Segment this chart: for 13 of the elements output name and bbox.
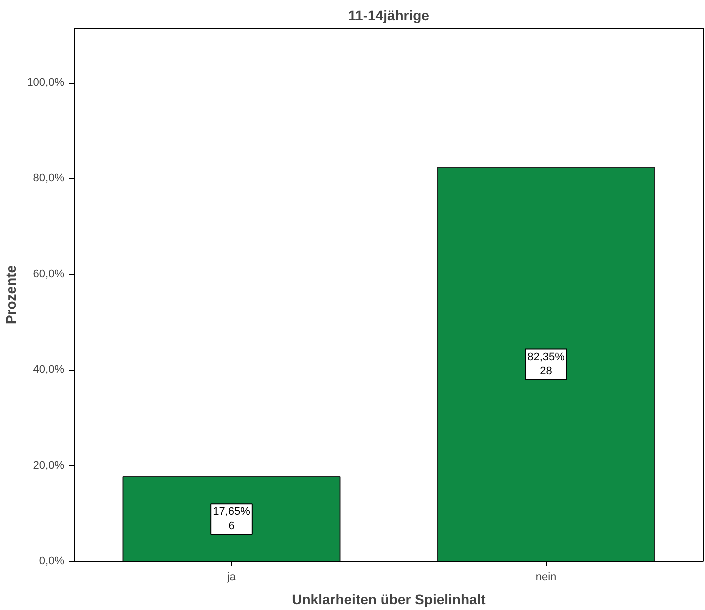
x-tick-label: ja [226, 572, 237, 584]
x-axis-title: Unklarheiten über Spielinhalt [292, 592, 486, 608]
data-label: 17,65% 6 [213, 506, 251, 532]
data-label: 82,35% 28 [528, 351, 566, 378]
y-tick-label: 40,0% [33, 364, 65, 376]
y-tick-label: 100,0% [27, 77, 65, 90]
y-tick-label: 80,0% [33, 172, 65, 185]
y-tick-label: 60,0% [33, 268, 65, 280]
y-tick-label: 0,0% [39, 556, 65, 568]
y-tick-label: 20,0% [33, 460, 65, 472]
y-axis-title: Prozente [3, 265, 20, 325]
chart-title: 11-14jährige [348, 8, 430, 24]
x-tick-label: nein [536, 572, 557, 584]
